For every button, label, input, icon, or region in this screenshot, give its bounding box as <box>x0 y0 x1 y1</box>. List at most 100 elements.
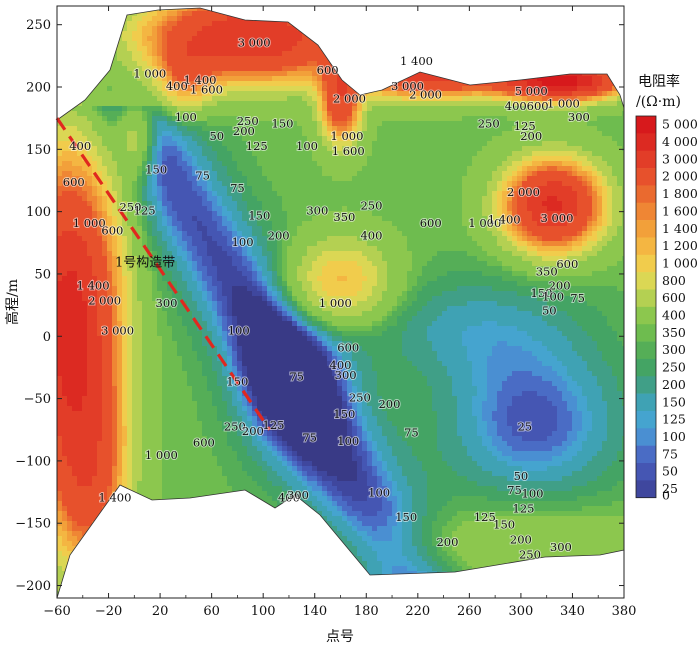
contour-cell <box>232 266 238 272</box>
contour-cell <box>247 166 253 172</box>
contour-cell <box>257 341 263 347</box>
contour-cell <box>117 366 123 372</box>
contour-cell <box>182 461 188 467</box>
contour-cell <box>62 541 68 547</box>
contour-cell <box>227 26 233 32</box>
contour-cell <box>137 196 143 202</box>
contour-cell <box>207 486 213 492</box>
contour-cell <box>192 156 198 162</box>
contour-cell <box>62 546 68 552</box>
contour-cell <box>157 421 163 427</box>
contour-cell <box>177 106 183 112</box>
contour-cell <box>207 211 213 217</box>
contour-cell <box>152 486 158 492</box>
contour-cell <box>57 161 63 167</box>
contour-cell <box>182 136 188 142</box>
contour-cell <box>217 246 223 252</box>
contour-cell <box>107 371 113 377</box>
contour-cell <box>217 256 223 262</box>
contour-cell <box>152 451 158 457</box>
contour-cell <box>157 461 163 467</box>
contour-cell <box>227 471 233 477</box>
contour-cell <box>147 311 153 317</box>
contour-cell <box>62 116 68 122</box>
contour-cell <box>172 391 178 397</box>
contour-cell <box>57 381 63 387</box>
contour-cell <box>87 366 93 372</box>
contour-cell <box>122 411 128 417</box>
contour-cell <box>262 261 268 267</box>
contour-cell <box>127 151 133 157</box>
contour-cell <box>112 296 118 302</box>
contour-cell <box>92 106 98 112</box>
contour-cell <box>127 141 133 147</box>
contour-cell <box>202 71 208 77</box>
contour-cell <box>102 501 108 507</box>
contour-cell <box>147 91 153 97</box>
contour-cell <box>57 266 63 272</box>
contour-cell <box>222 146 228 152</box>
contour-cell <box>242 456 248 462</box>
contour-cell <box>262 241 268 247</box>
contour-cell <box>207 16 213 22</box>
contour-cell <box>127 356 133 362</box>
contour-cell <box>247 101 253 107</box>
contour-cell <box>227 181 233 187</box>
contour-cell <box>117 471 123 477</box>
contour-cell <box>237 271 243 277</box>
contour-cell <box>122 476 128 482</box>
contour-cell <box>72 431 78 437</box>
contour-cell <box>222 156 228 162</box>
contour-cell <box>227 116 233 122</box>
contour-cell <box>237 396 243 402</box>
contour-cell <box>167 106 173 112</box>
contour-cell <box>77 526 83 532</box>
contour-cell <box>122 91 128 97</box>
contour-cell <box>212 351 218 357</box>
contour-cell <box>172 26 178 32</box>
contour-cell <box>82 201 88 207</box>
contour-cell <box>77 166 83 172</box>
contour-cell <box>207 41 213 47</box>
contour-cell <box>132 361 138 367</box>
contour-cell <box>97 226 103 232</box>
contour-cell <box>87 426 93 432</box>
contour-cell <box>222 271 228 277</box>
contour-cell <box>227 301 233 307</box>
contour-cell <box>157 231 163 237</box>
contour-cell <box>137 256 143 262</box>
contour-cell <box>152 496 158 502</box>
contour-cell <box>242 226 248 232</box>
contour-cell <box>247 46 253 52</box>
contour-cell <box>107 236 113 242</box>
contour-cell <box>112 106 118 112</box>
contour-cell <box>247 416 253 422</box>
contour-cell <box>177 301 183 307</box>
contour-cell <box>142 466 148 472</box>
contour-cell <box>222 51 228 57</box>
contour-cell <box>97 321 103 327</box>
contour-cell <box>142 336 148 342</box>
contour-cell <box>172 341 178 347</box>
contour-cell <box>142 276 148 282</box>
contour-cell <box>102 136 108 142</box>
contour-cell <box>62 381 68 387</box>
contour-cell <box>212 406 218 412</box>
contour-cell <box>247 106 253 112</box>
contour-cell <box>87 291 93 297</box>
contour-cell <box>147 211 153 217</box>
contour-cell <box>197 236 203 242</box>
contour-cell <box>207 346 213 352</box>
contour-cell <box>222 411 228 417</box>
contour-cell <box>237 106 243 112</box>
contour-cell <box>167 361 173 367</box>
contour-cell <box>237 231 243 237</box>
contour-cell <box>57 181 63 187</box>
contour-cell <box>147 361 153 367</box>
contour-cell <box>122 46 128 52</box>
contour-cell <box>82 446 88 452</box>
contour-cell <box>192 241 198 247</box>
contour-cell <box>67 456 73 462</box>
contour-cell <box>152 386 158 392</box>
contour-cell <box>202 11 208 17</box>
